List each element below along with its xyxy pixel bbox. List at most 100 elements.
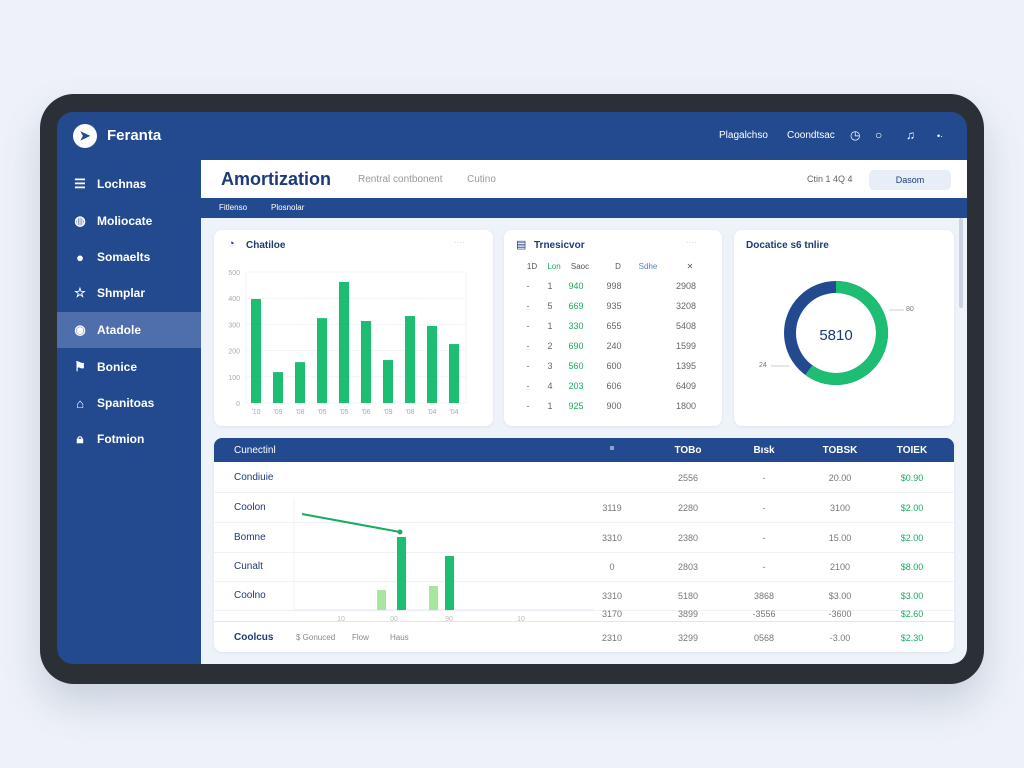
ledger-cell: 2380 xyxy=(677,533,699,543)
row-divider xyxy=(214,552,954,553)
sidebar-item-label: Atadole xyxy=(97,323,142,337)
table-cell: - xyxy=(526,401,530,411)
column-header: Lon xyxy=(547,262,561,271)
sidebar-item-4[interactable]: ☆ Shmplar xyxy=(57,275,201,311)
sidebar-item-3[interactable]: ● Somaelts xyxy=(57,239,201,275)
lock-icon: 🔒︎ xyxy=(76,431,84,446)
bar xyxy=(339,281,349,403)
title-bar: Amortization Rentral contbonent Cutino C… xyxy=(201,160,967,198)
table-cell: - xyxy=(526,381,530,391)
table-cell: 330 xyxy=(568,321,584,331)
sidebar-item-8[interactable]: 🔒︎ Fotmion xyxy=(57,421,201,457)
table-cell: - xyxy=(526,281,530,291)
subtab-1[interactable]: Fitlenso xyxy=(219,203,248,212)
sidebar-item-7[interactable]: ⌂ Spanitoas xyxy=(57,385,201,421)
sidebar-item-6[interactable]: ⚑ Bonice xyxy=(57,349,201,385)
card-menu[interactable]: ···· xyxy=(686,238,697,247)
logo-icon: ➤ xyxy=(73,124,97,148)
footer-cell: 2310 xyxy=(601,633,623,643)
bar xyxy=(361,320,371,403)
sidebar-item-label: Fotmion xyxy=(97,432,145,446)
table-cell: 925 xyxy=(568,401,584,411)
star-icon: ☆ xyxy=(74,285,86,300)
ledger-cell: 5180 xyxy=(677,591,699,601)
tab-1[interactable]: Rentral contbonent xyxy=(358,174,443,185)
sidebar-item-1[interactable]: ☰ Lochnas xyxy=(57,166,201,202)
ledger-column-header[interactable]: TOBo xyxy=(674,445,702,456)
ledger-column-header[interactable]: TOBSK xyxy=(822,445,858,456)
ledger-cell: - xyxy=(762,503,766,513)
subtab-2[interactable]: Plosnolar xyxy=(271,203,305,212)
card-title: Docatice s6 tnlire xyxy=(746,240,829,251)
scrollbar[interactable] xyxy=(959,218,963,308)
x-tick-label: '08 xyxy=(405,409,414,416)
ledger-column-header[interactable]: Bısk xyxy=(753,445,775,456)
clock-icon[interactable]: ◷ xyxy=(850,128,861,142)
table-cell: 1 xyxy=(547,321,553,331)
ledger-column-header[interactable]: ıı xyxy=(610,445,614,452)
mini-chart: 10 00 90 10 xyxy=(293,498,594,623)
sidebar-item-label: Bonice xyxy=(97,360,138,374)
topnav-link-1[interactable]: Plagalchso xyxy=(719,130,768,141)
header-button[interactable]: Dasom xyxy=(869,170,951,190)
page-title: Amortization xyxy=(221,169,331,189)
footer-cell: -3.00 xyxy=(829,633,851,643)
donut-center-value: 5810 xyxy=(819,327,853,344)
x-tick-label: '10 xyxy=(251,409,260,416)
ledger-column-header[interactable]: TOIEK xyxy=(896,445,928,456)
column-header: 1D xyxy=(526,262,538,271)
ledger-cell: $3.00 xyxy=(900,591,924,601)
footer-link[interactable]: Haus xyxy=(390,633,409,642)
more-icon[interactable]: •· xyxy=(937,131,944,141)
ledger-row-label: Coolno xyxy=(234,590,266,601)
bell-icon[interactable]: ♫ xyxy=(906,128,915,142)
table-cell: 560 xyxy=(568,361,584,371)
tab-2[interactable]: Cutino xyxy=(467,174,496,185)
mini-bar xyxy=(445,556,454,610)
sidebar-item-5[interactable]: ◉ Atadole xyxy=(57,312,201,348)
ledger-cell: 3119 xyxy=(602,503,622,513)
table-cell: - xyxy=(526,361,530,371)
bookmark-icon: ⌂ xyxy=(76,395,84,411)
card-title: Trnesicvor xyxy=(534,240,585,251)
sidebar-item-label: Spanitoas xyxy=(97,396,155,410)
footer-link[interactable]: Flow xyxy=(352,633,369,642)
ledger-cell: -3600 xyxy=(828,609,852,619)
sidebar-item-2[interactable]: ◍ Moliocate xyxy=(57,203,201,239)
footer-link[interactable]: $ Gonuced xyxy=(296,633,336,642)
ledger-header-label: Cunectinl xyxy=(234,445,276,456)
ledger-row-label: Coolon xyxy=(234,502,266,513)
donut-chart xyxy=(771,281,904,385)
mini-bar xyxy=(377,590,386,610)
globe-icon: ◍ xyxy=(74,213,86,228)
ledger-cell: - xyxy=(762,473,766,483)
table-cell: 3 xyxy=(547,361,553,371)
ledger-cell: 20.00 xyxy=(828,473,852,483)
donut-segment-green xyxy=(784,281,888,385)
table-cell: 1395 xyxy=(675,361,697,371)
app-name: Feranta xyxy=(107,127,162,144)
column-header: D xyxy=(615,262,621,271)
ledger-cell: $2.60 xyxy=(900,609,924,619)
x-tick-label: '05 xyxy=(339,409,348,416)
table-cell: 6409 xyxy=(675,381,697,391)
column-header: ✕ xyxy=(686,262,694,271)
table-cell: 203 xyxy=(568,381,584,391)
ledger-cell: 2280 xyxy=(677,503,699,513)
table-cell: 1800 xyxy=(675,401,697,411)
ledger-cell: $0.90 xyxy=(900,473,924,483)
circle-icon[interactable]: ○ xyxy=(875,128,883,142)
table-cell: - xyxy=(526,341,530,351)
chart-icon: ◔ xyxy=(228,238,235,250)
list-icon: ☰ xyxy=(74,176,86,191)
topnav-link-2[interactable]: Coondtsac xyxy=(787,130,835,141)
sub-tab-bar: Fitlenso Plosnolar xyxy=(201,198,967,218)
footer-cell: 0568 xyxy=(753,633,775,643)
card-menu[interactable]: ···· xyxy=(454,238,465,247)
table-cell: 998 xyxy=(606,281,622,291)
ledger-cell: 3899 xyxy=(677,609,699,619)
y-tick-label: 200 xyxy=(228,349,240,356)
x-tick-label: '09 xyxy=(273,409,282,416)
donut-label-left: 24 xyxy=(759,362,767,369)
x-tick-label: '04 xyxy=(427,409,436,416)
